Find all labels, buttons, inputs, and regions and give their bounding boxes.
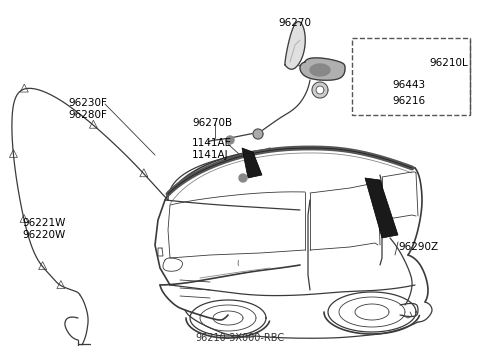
Text: 96270B: 96270B [192,118,232,128]
Text: 96270: 96270 [278,18,312,28]
Polygon shape [312,82,328,98]
Polygon shape [285,21,305,69]
Text: 96220W: 96220W [22,230,65,240]
Polygon shape [253,129,263,139]
Text: 96221W: 96221W [22,218,65,228]
Text: 1141AE: 1141AE [192,138,232,148]
Text: 96210L: 96210L [429,58,468,68]
Text: 1141AJ: 1141AJ [192,150,228,160]
Polygon shape [300,58,345,80]
Text: 96280F: 96280F [68,110,107,120]
Polygon shape [226,136,234,144]
Text: 96230F: 96230F [68,98,107,108]
Text: 96290Z: 96290Z [398,242,438,252]
Text: 96210-3X000-RBC: 96210-3X000-RBC [195,333,285,343]
Text: 96443: 96443 [392,80,425,90]
Polygon shape [316,86,324,94]
Bar [352,38,470,115]
Text: 96216: 96216 [392,96,425,106]
Polygon shape [242,148,262,178]
Polygon shape [239,174,247,182]
Polygon shape [365,178,398,238]
Polygon shape [310,64,330,76]
